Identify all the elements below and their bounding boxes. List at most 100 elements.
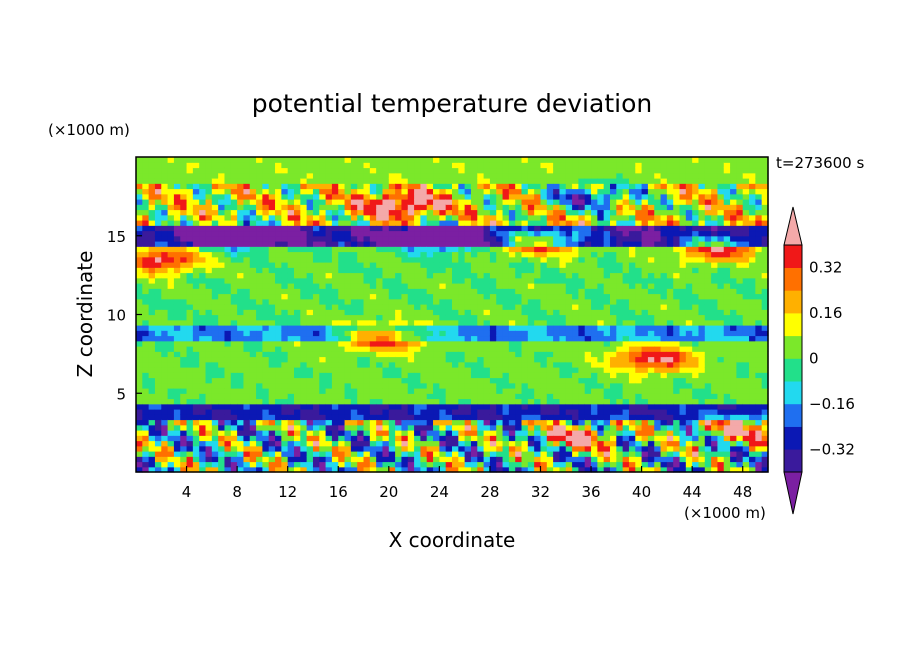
- heatmap-cell: [628, 346, 636, 352]
- heatmap-cell: [420, 272, 428, 279]
- heatmap-cell: [344, 262, 352, 268]
- heatmap-cell: [218, 451, 226, 457]
- heatmap-cell: [458, 461, 466, 468]
- heatmap-cell: [275, 193, 282, 200]
- heatmap-cell: [515, 214, 523, 221]
- heatmap-cell: [515, 398, 523, 405]
- heatmap-cell: [458, 241, 466, 247]
- heatmap-cell: [338, 356, 346, 363]
- heatmap-cell: [401, 288, 409, 295]
- heatmap-cell: [142, 319, 150, 326]
- heatmap-cell: [407, 424, 415, 431]
- heatmap-cell: [136, 167, 143, 174]
- heatmap-cell: [597, 304, 605, 310]
- heatmap-cell: [502, 256, 510, 263]
- heatmap-cell: [647, 188, 655, 195]
- heatmap-cell: [161, 220, 169, 226]
- heatmap-cell: [369, 451, 377, 457]
- heatmap-cell: [350, 319, 358, 326]
- heatmap-cell: [635, 319, 643, 326]
- heatmap-cell: [350, 304, 358, 310]
- heatmap-cell: [205, 398, 213, 405]
- heatmap-cell: [420, 456, 428, 463]
- heatmap-cell: [546, 193, 554, 200]
- heatmap-cell: [572, 251, 579, 258]
- heatmap-cell: [521, 204, 529, 211]
- heatmap-cell: [527, 388, 535, 394]
- heatmap-cell: [281, 172, 289, 179]
- heatmap-cell: [148, 246, 156, 253]
- heatmap-cell: [584, 398, 592, 405]
- heatmap-cell: [224, 361, 232, 368]
- heatmap-cell: [452, 451, 459, 457]
- heatmap-cell: [597, 293, 605, 300]
- heatmap-cell: [256, 167, 263, 174]
- heatmap-cell: [597, 209, 605, 216]
- heatmap-cell: [572, 456, 579, 463]
- heatmap-cell: [218, 403, 226, 410]
- heatmap-cell: [540, 309, 548, 316]
- heatmap-cell: [647, 214, 655, 221]
- heatmap-cell: [414, 288, 421, 295]
- heatmap-cell: [616, 356, 624, 363]
- heatmap-cell: [433, 267, 440, 274]
- heatmap-cell: [167, 314, 175, 321]
- heatmap-cell: [224, 430, 232, 436]
- heatmap-cell: [249, 403, 257, 410]
- heatmap-cell: [597, 430, 605, 436]
- heatmap-cell: [256, 325, 263, 331]
- heatmap-cell: [199, 235, 207, 242]
- heatmap-cell: [180, 409, 188, 415]
- heatmap-cell: [527, 214, 535, 221]
- heatmap-cell: [312, 330, 320, 337]
- heatmap-cell: [186, 214, 194, 221]
- heatmap-cell: [268, 388, 276, 394]
- heatmap-cell: [350, 451, 358, 457]
- heatmap-cell: [148, 204, 156, 211]
- heatmap-cell: [610, 377, 617, 384]
- heatmap-cell: [603, 403, 611, 410]
- heatmap-cell: [294, 372, 301, 379]
- heatmap-cell: [401, 304, 409, 310]
- heatmap-cell: [452, 267, 459, 274]
- heatmap-cell: [502, 298, 510, 305]
- heatmap-cell: [578, 209, 586, 216]
- heatmap-cell: [584, 277, 592, 284]
- heatmap-cell: [565, 424, 573, 431]
- heatmap-cell: [344, 430, 352, 436]
- heatmap-cell: [331, 204, 339, 211]
- heatmap-cell: [616, 319, 624, 326]
- heatmap-cell: [540, 466, 548, 473]
- heatmap-cell: [388, 298, 396, 305]
- heatmap-cell: [622, 330, 630, 337]
- heatmap-cell: [142, 372, 150, 379]
- heatmap-cell: [256, 272, 263, 279]
- heatmap-cell: [136, 367, 143, 373]
- heatmap-cell: [344, 193, 352, 200]
- heatmap-cell: [508, 230, 516, 237]
- heatmap-cell: [186, 267, 194, 274]
- heatmap-cell: [186, 356, 194, 363]
- heatmap-cell: [331, 272, 339, 279]
- heatmap-cell: [294, 466, 301, 473]
- heatmap-cell: [300, 456, 308, 463]
- heatmap-cell: [268, 178, 276, 184]
- heatmap-cell: [603, 262, 611, 268]
- heatmap-cell: [142, 267, 150, 274]
- heatmap-cell: [452, 235, 459, 242]
- heatmap-cell: [262, 235, 270, 242]
- heatmap-cell: [572, 466, 579, 473]
- heatmap-cell: [287, 456, 295, 463]
- heatmap-cell: [161, 335, 169, 342]
- heatmap-cell: [572, 356, 579, 363]
- heatmap-cell: [154, 356, 162, 363]
- heatmap-cell: [243, 309, 251, 316]
- heatmap-cell: [312, 346, 320, 352]
- heatmap-cell: [350, 162, 358, 169]
- heatmap-cell: [249, 346, 257, 352]
- heatmap-cell: [154, 388, 162, 394]
- heatmap-cell: [420, 157, 428, 163]
- heatmap-cell: [211, 214, 219, 221]
- heatmap-cell: [508, 314, 516, 321]
- heatmap-cell: [312, 403, 320, 410]
